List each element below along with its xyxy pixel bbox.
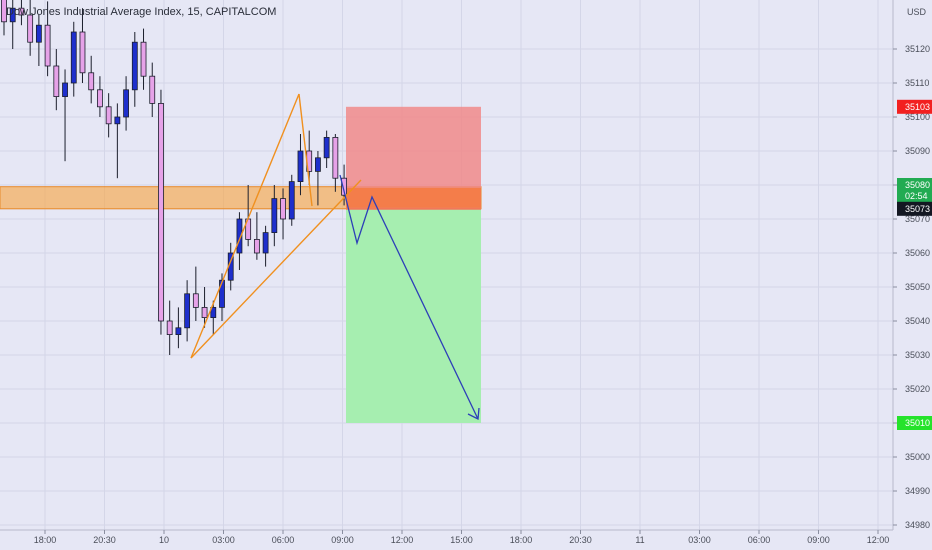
- candle: [323, 130, 330, 168]
- projection-line: [339, 174, 479, 420]
- candle: [332, 134, 339, 192]
- candle: [62, 69, 68, 162]
- price-tick-label: 34990: [905, 486, 930, 496]
- time-tick-label: 15:00: [450, 535, 473, 545]
- time-tick-label: 20:30: [569, 535, 592, 545]
- svg-text:02:54: 02:54: [905, 191, 928, 201]
- time-tick-label: 10: [159, 535, 169, 545]
- stop-loss-price-tag: 35103: [897, 99, 932, 114]
- time-tick-label: 20:30: [93, 535, 116, 545]
- time-tick-label: 18:00: [34, 535, 57, 545]
- price-tick-label: 35030: [905, 350, 930, 360]
- take-profit-price-tag: 35010: [897, 416, 932, 430]
- price-tick-label: 35090: [905, 146, 930, 156]
- candle: [140, 28, 147, 90]
- time-tick-label: 06:00: [748, 535, 771, 545]
- candle: [97, 76, 103, 117]
- candle: [192, 266, 199, 321]
- candle: [79, 8, 86, 83]
- price-tick-label: 35100: [905, 112, 930, 122]
- time-tick-label: 11: [635, 535, 644, 545]
- projection-arrowhead: [467, 407, 480, 421]
- wedge-lower-line: [190, 179, 362, 359]
- time-tick-label: 12:00: [867, 535, 890, 545]
- current-price-tag: 35080 02:54: [897, 178, 932, 203]
- candle: [288, 174, 295, 226]
- candle: [201, 287, 208, 328]
- candle: [1, 0, 7, 36]
- candle: [53, 49, 60, 111]
- price-tick-label: 35050: [905, 282, 930, 292]
- candle: [158, 89, 164, 335]
- projection-path[interactable]: [339, 174, 480, 421]
- time-axis[interactable]: 18:00 20:30 10 03:00 06:00 09:00 12:00 15:00 18:…: [34, 530, 890, 545]
- candle: [184, 280, 191, 342]
- entry-price-tag: 35073: [897, 201, 932, 216]
- time-tick-label: 06:00: [272, 535, 295, 545]
- candle: [44, 1, 51, 77]
- candle: [175, 307, 182, 349]
- candle: [253, 212, 260, 260]
- candle: [297, 134, 304, 196]
- candle: [35, 15, 42, 66]
- take-profit-zone[interactable]: [346, 208, 481, 423]
- candle: [262, 225, 269, 267]
- price-tick-label: 35070: [905, 214, 930, 224]
- candle: [123, 76, 129, 131]
- wedge-upper-line: [190, 93, 300, 359]
- price-tick-label: 35000: [905, 452, 930, 462]
- candle: [27, 0, 34, 56]
- time-tick-label: 09:00: [331, 535, 354, 545]
- chart-title: Dow Jones Industrial Average Index, 15, …: [6, 6, 276, 18]
- svg-text:35103: 35103: [905, 102, 930, 112]
- time-tick-label: 09:00: [807, 535, 830, 545]
- candle: [271, 185, 278, 247]
- price-tick-label: 35040: [905, 316, 930, 326]
- price-tick-label: 34980: [905, 520, 930, 530]
- svg-text:35080: 35080: [905, 180, 930, 190]
- time-tick-label: 03:00: [212, 535, 235, 545]
- candle: [210, 300, 217, 335]
- candle: [9, 0, 16, 49]
- candle: [149, 62, 156, 117]
- price-tick-label: 35020: [905, 384, 930, 394]
- candle: [166, 300, 173, 355]
- rising-wedge-pattern[interactable]: [190, 93, 362, 359]
- time-tick-label: 18:00: [510, 535, 533, 545]
- price-tick-label: 35110: [905, 78, 929, 88]
- candle: [105, 93, 112, 138]
- time-tick-label: 03:00: [688, 535, 711, 545]
- candle: [70, 21, 77, 97]
- candle: [88, 55, 95, 104]
- candle: [131, 32, 138, 107]
- candle: [114, 103, 121, 179]
- wedge-return-line: [298, 93, 313, 207]
- svg-text:35073: 35073: [905, 204, 930, 214]
- price-tick-label: 35120: [905, 44, 930, 54]
- candle: [315, 151, 321, 206]
- svg-text:35010: 35010: [905, 418, 930, 428]
- candle: [18, 0, 25, 26]
- candle: [280, 188, 286, 240]
- currency-label: USD: [907, 7, 927, 17]
- time-tick-label: 12:00: [391, 535, 414, 545]
- candlestick-series: [1, 0, 347, 355]
- price-tick-label: 35060: [905, 248, 930, 258]
